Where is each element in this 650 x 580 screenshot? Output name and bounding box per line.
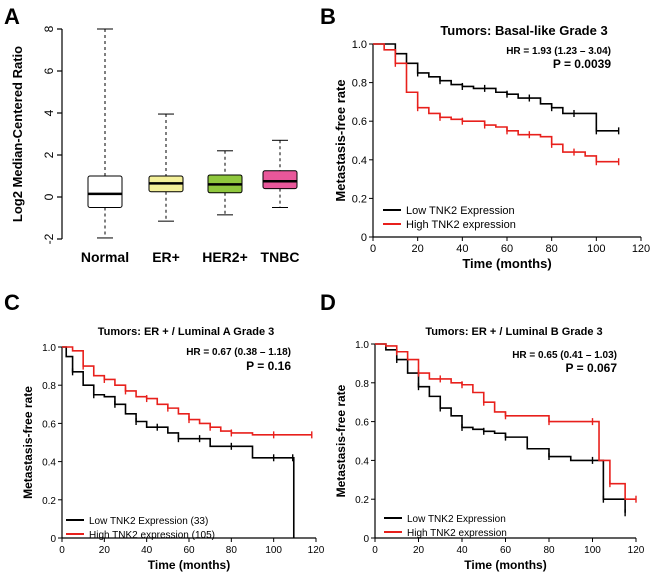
y-axis-label: Metastasis-free rate <box>21 386 35 499</box>
x-tick-label: 60 <box>183 545 195 556</box>
y-axis-label: Log2 Median-Centered Ratio <box>10 46 25 222</box>
y-tick-label: 1.0 <box>355 340 369 351</box>
x-tick-label: 20 <box>99 545 111 556</box>
x-category-label: Normal <box>81 249 129 265</box>
x-tick-label: 40 <box>141 545 153 556</box>
x-tick-label: 80 <box>543 545 555 556</box>
y-tick-label: 0.8 <box>355 379 369 390</box>
y-tick-label: 0.6 <box>355 418 369 429</box>
y-tick-label: 0 <box>361 232 367 244</box>
hazard-ratio: HR = 1.93 (1.23 – 3.04) <box>506 46 611 57</box>
chart-title: Tumors: ER + / Luminal B Grade 3 <box>425 326 602 338</box>
x-tick-label: 40 <box>456 545 468 556</box>
x-axis-label: Time (months) <box>462 256 551 271</box>
y-tick-label: 2 <box>42 151 56 158</box>
km-curve-series-0 <box>62 346 295 538</box>
y-tick-label: 6 <box>42 67 56 74</box>
y-tick-label: 8 <box>42 25 56 32</box>
legend-label: Low TNK2 Expression (33) <box>89 516 208 527</box>
x-tick-label: 120 <box>632 243 650 255</box>
y-tick-label: 0.2 <box>42 496 56 507</box>
panel-a-boxplot: -2 0 2 4 6 8 Log2 Median-Centered Ratio Normal E… <box>10 25 299 265</box>
legend-label: High TNK2 expression <box>407 528 507 539</box>
chart-title: Tumors: Basal-like Grade 3 <box>440 23 607 38</box>
km-curve-series-1 <box>62 346 312 436</box>
x-tick-label: 0 <box>372 545 378 556</box>
y-tick-label: 4 <box>42 109 56 116</box>
y-tick-label: 0.2 <box>355 495 369 506</box>
p-value: P = 0.16 <box>246 359 291 373</box>
y-tick-label: 1.0 <box>42 343 56 354</box>
chart-title: Tumors: ER + / Luminal A Grade 3 <box>98 326 275 338</box>
x-tick-label: 100 <box>587 243 605 255</box>
x-tick-label: 100 <box>584 545 601 556</box>
y-tick-label: 1.0 <box>352 39 367 51</box>
x-tick-label: 0 <box>370 243 376 255</box>
panel-c-km-luminal-a: 0 20 40 60 80 100 120 0 0.2 0.4 0.6 0.8 1.0 Time (mon… <box>21 326 325 572</box>
y-tick-label: 0 <box>42 193 56 200</box>
km-curve-series-1 <box>375 343 636 500</box>
x-axis-label: Time (months) <box>464 558 546 572</box>
y-tick-label: 0.8 <box>352 78 367 90</box>
km-curve-series-0 <box>373 43 619 132</box>
p-value: P = 0.0039 <box>553 57 611 71</box>
legend-label: Low TNK2 Expression <box>406 205 515 217</box>
hazard-ratio: HR = 0.65 (0.41 – 1.03) <box>512 350 617 361</box>
x-tick-label: 100 <box>265 545 282 556</box>
km-curve-series-0 <box>375 343 626 513</box>
panel-letter-b: B <box>320 4 336 29</box>
x-tick-label: 20 <box>412 243 424 255</box>
x-tick-label: 60 <box>501 243 513 255</box>
y-axis-label: Metastasis-free rate <box>333 79 348 201</box>
y-axis-label: Metastasis-free rate <box>334 384 348 497</box>
panel-b-km-basal: 0 20 40 60 80 100 120 0 0.2 0.4 0.6 0.8 1.0 Time (mon… <box>333 23 650 271</box>
legend-label: High TNK2 expression (105) <box>89 530 215 541</box>
x-tick-label: 80 <box>546 243 558 255</box>
panel-letter-d: D <box>320 290 336 315</box>
y-tick-label: 0.4 <box>352 155 367 167</box>
legend-label: High TNK2 expression <box>406 219 516 231</box>
y-tick-label: 0.4 <box>355 456 369 467</box>
p-value: P = 0.067 <box>566 361 618 375</box>
hazard-ratio: HR = 0.67 (0.38 – 1.18) <box>186 347 291 358</box>
y-tick-label: 0.6 <box>352 116 367 128</box>
x-tick-label: 80 <box>226 545 238 556</box>
legend-label: Low TNK2 Expression <box>407 514 506 525</box>
y-tick-label: 0 <box>50 534 56 545</box>
box <box>87 175 123 208</box>
x-tick-label: 0 <box>59 545 65 556</box>
x-tick-label: 60 <box>500 545 512 556</box>
x-tick-label: 20 <box>413 545 425 556</box>
y-tick-label: 0.2 <box>352 193 367 205</box>
panel-letter-c: C <box>4 290 20 315</box>
y-tick-label: 0.8 <box>42 381 56 392</box>
x-tick-label: 120 <box>308 545 325 556</box>
km-curve-series-1 <box>373 43 619 163</box>
box <box>262 170 298 190</box>
y-tick-label: 0.4 <box>42 458 56 469</box>
x-tick-label: 120 <box>628 545 645 556</box>
x-category-label: HER2+ <box>202 249 248 265</box>
x-tick-label: 40 <box>456 243 468 255</box>
panel-d-km-luminal-b: 0 20 40 60 80 100 120 0 0.2 0.4 0.6 0.8 1.0 Time (mon… <box>334 326 645 572</box>
y-tick-label: 0 <box>363 534 369 545</box>
panel-letter-a: A <box>4 4 20 29</box>
x-axis-label: Time (months) <box>148 558 230 572</box>
y-tick-label: -2 <box>42 233 56 244</box>
y-tick-label: 0.6 <box>42 419 56 430</box>
x-category-label: TNBC <box>261 249 300 265</box>
x-category-label: ER+ <box>152 249 180 265</box>
